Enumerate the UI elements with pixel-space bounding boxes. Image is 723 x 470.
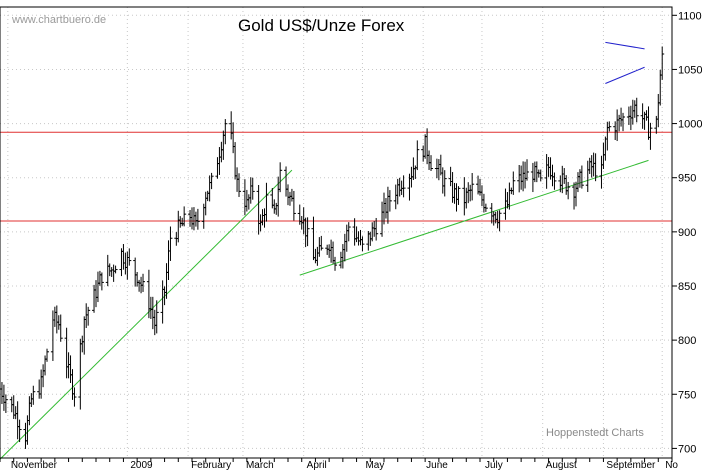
x-tick-label: June: [426, 460, 448, 470]
y-tick-label: 950: [678, 173, 696, 185]
x-tick-label: August: [546, 460, 577, 470]
gridlines: [0, 7, 672, 458]
y-tick-label: 800: [678, 335, 696, 347]
y-tick-label: 1050: [678, 64, 702, 76]
chart-overlays: [0, 41, 672, 460]
credit-text: Hoppenstedt Charts: [546, 427, 644, 439]
x-tick-label: March: [246, 460, 274, 470]
y-tick-label: 1100: [678, 10, 702, 22]
x-tick-label: July: [485, 460, 503, 470]
x-tick-label: 2009: [130, 460, 153, 470]
plot-frame: [0, 6, 673, 459]
y-tick-label: 900: [678, 227, 696, 239]
x-tick-label: May: [365, 460, 384, 470]
price-bars: [0, 46, 665, 449]
x-tick-label: September: [606, 460, 656, 470]
x-tick-label: November: [11, 460, 58, 470]
y-tick-label: 1000: [678, 119, 702, 131]
y-tick-label: 850: [678, 281, 696, 293]
x-tick-label: No: [665, 460, 678, 470]
axes: 700 750 800 850 900 950 1000 1050 1100 November 20…: [0, 10, 702, 470]
chart-title: Gold US$/Unze Forex: [238, 16, 405, 35]
y-tick-label: 750: [678, 389, 696, 401]
x-tick-label: February: [191, 460, 231, 470]
y-tick-label: 700: [678, 443, 696, 455]
trendline: [605, 66, 645, 84]
watermark: www.chartbuero.de: [11, 14, 106, 26]
x-tick-label: April: [307, 460, 327, 470]
trendline: [299, 159, 649, 276]
trendline: [0, 169, 293, 460]
trendline: [605, 41, 645, 50]
